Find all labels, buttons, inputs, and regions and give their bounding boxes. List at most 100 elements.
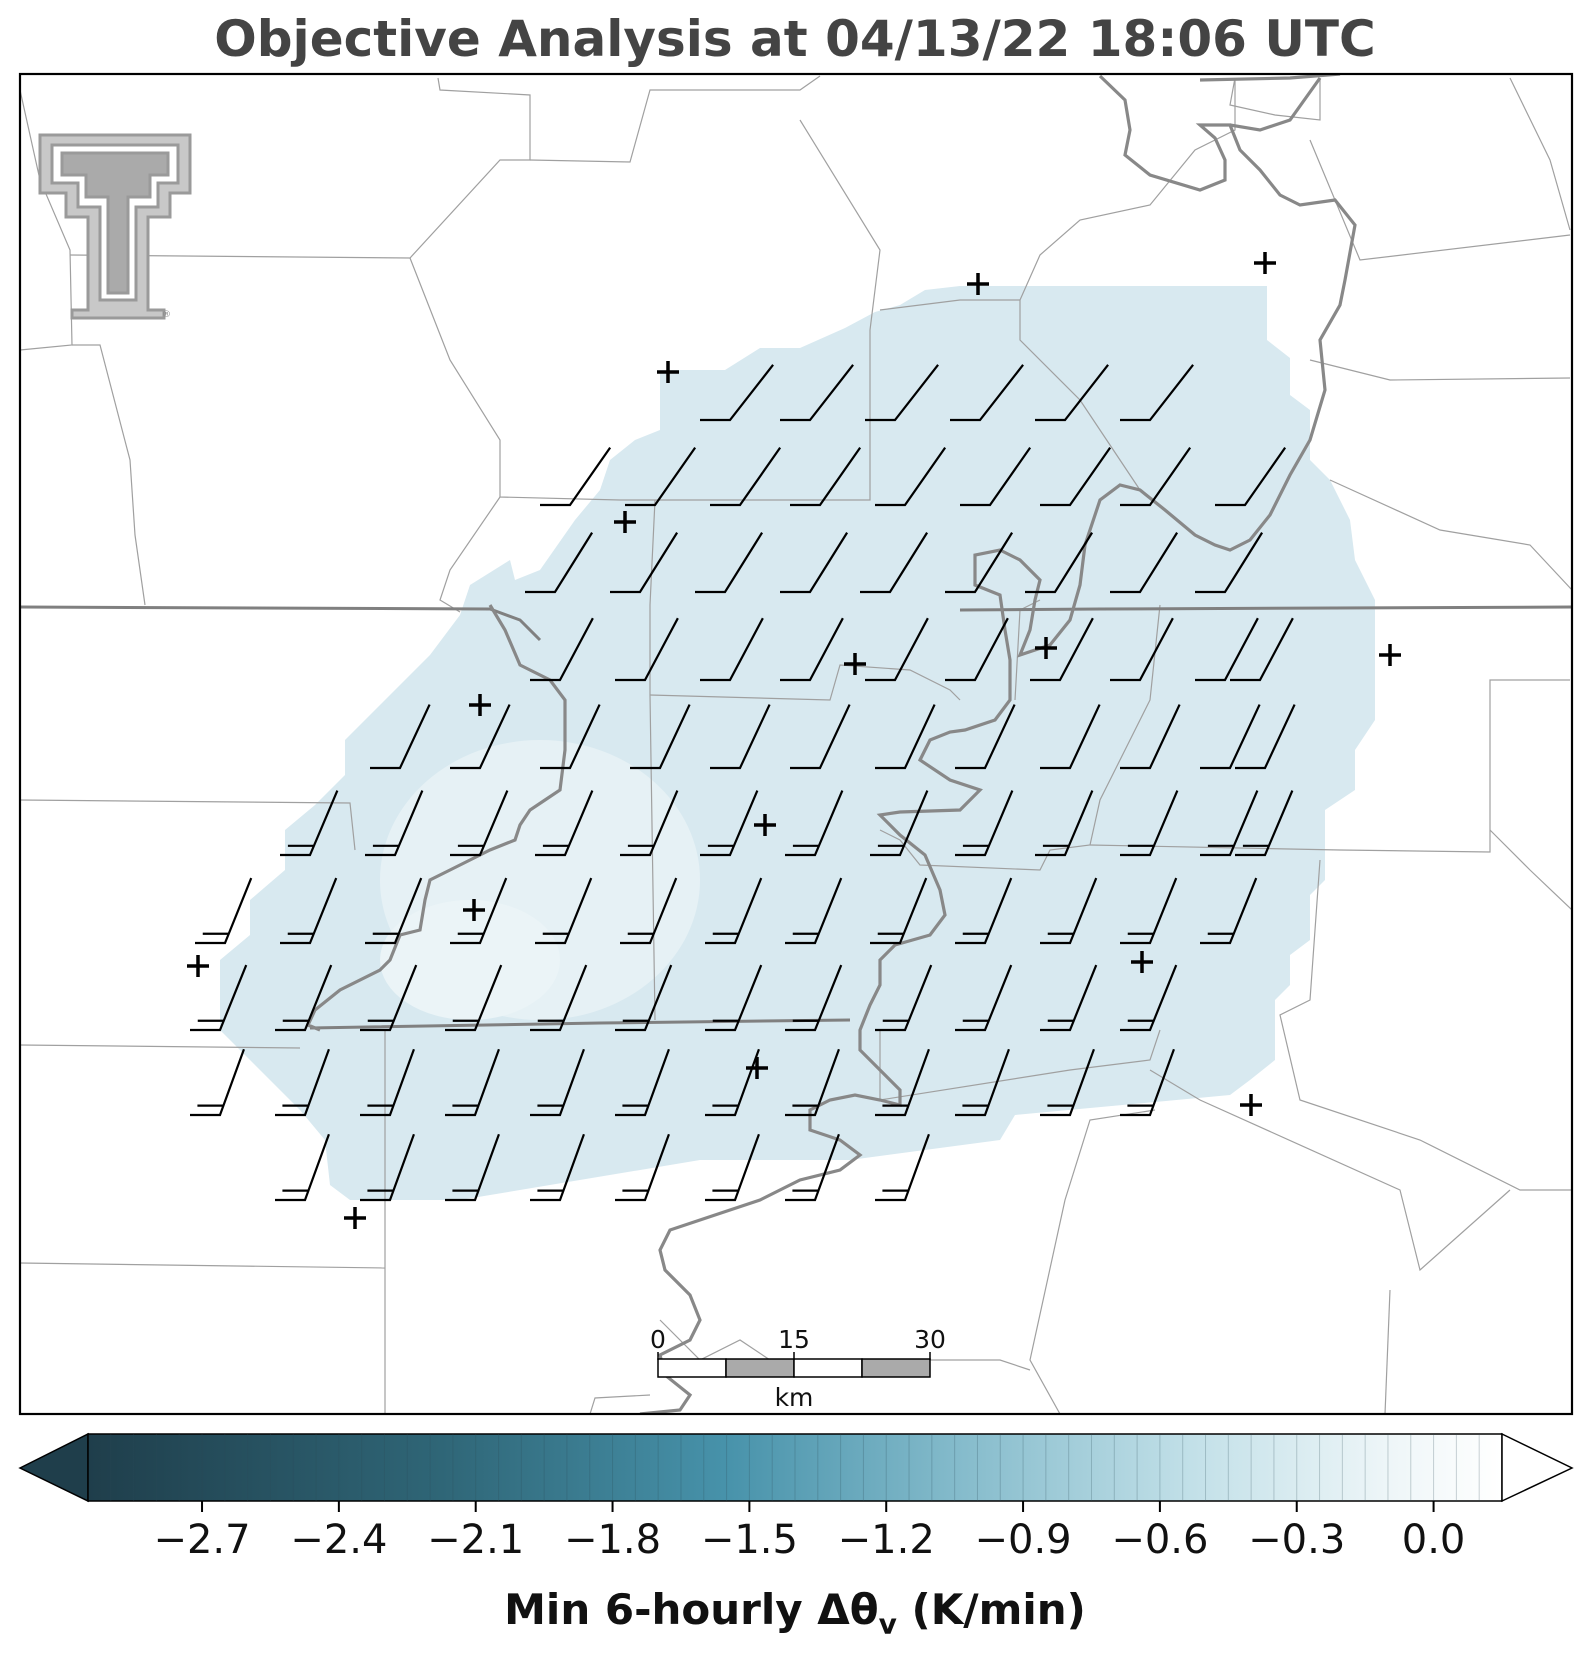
- wind-barb: [1040, 877, 1098, 945]
- wind-barb: [450, 704, 511, 770]
- station-marker: [967, 273, 989, 295]
- wind-barb: [705, 877, 763, 945]
- state-borders: [20, 605, 1572, 1030]
- wind-barb: [275, 1048, 330, 1117]
- wind-barb: [615, 1133, 670, 1202]
- wind-barb: [445, 1133, 500, 1202]
- wind-barb: [870, 877, 928, 945]
- wind-barb: [945, 617, 1009, 682]
- wind-barb: [1040, 447, 1112, 507]
- wind-barb: [780, 364, 854, 422]
- wind-barb: [1040, 964, 1098, 1032]
- scale-bar: 0 15 30 km: [650, 1325, 946, 1412]
- station-marker: [1035, 637, 1057, 659]
- wind-barb: [530, 964, 588, 1032]
- scale-bar-tick-30: 30: [914, 1325, 946, 1354]
- wind-barb: [865, 364, 939, 422]
- wind-barb: [1025, 532, 1094, 594]
- wind-barb: [195, 877, 253, 945]
- station-marker: [1131, 951, 1153, 973]
- wind-barb: [610, 532, 679, 594]
- wind-barb: [705, 964, 763, 1032]
- texas-tech-double-t-logo: ®: [38, 133, 192, 320]
- station-marker: [469, 694, 491, 716]
- wind-barb: [370, 704, 431, 770]
- wind-barb: [1195, 617, 1259, 682]
- colorbar-label-text: Min 6-hourly Δθ: [504, 1585, 879, 1634]
- wind-barb: [955, 790, 1014, 857]
- wind-barb: [700, 617, 764, 682]
- wind-barb: [360, 1133, 415, 1202]
- wind-barb: [620, 877, 678, 945]
- wind-barb: [1035, 364, 1109, 422]
- wind-barb: [615, 1048, 670, 1117]
- wind-barb: [1215, 447, 1287, 507]
- station-marker: [614, 511, 636, 533]
- wind-barb: [960, 447, 1032, 507]
- wind-barb: [700, 364, 774, 422]
- wind-barb: [450, 877, 508, 945]
- wind-barb: [1235, 790, 1294, 857]
- wind-barb: [785, 790, 844, 857]
- wind-barb: [1120, 704, 1181, 770]
- wind-barb: [280, 877, 338, 945]
- scale-bar-tick-15: 15: [778, 1325, 810, 1354]
- wind-barb: [1040, 704, 1101, 770]
- wind-barb: [1200, 790, 1259, 857]
- wind-barb: [790, 704, 851, 770]
- wind-barb: [540, 447, 612, 507]
- county-lines: [20, 75, 1572, 1414]
- wind-barb: [615, 964, 673, 1032]
- wind-barb: [875, 964, 933, 1032]
- wind-barb: [695, 532, 764, 594]
- colorbar-label-units: (K/min): [911, 1585, 1086, 1634]
- wind-barb: [525, 532, 594, 594]
- station-marker: [1379, 644, 1401, 666]
- wind-barb: [710, 447, 782, 507]
- wind-barb: [1230, 617, 1294, 682]
- wind-barb: [190, 1048, 245, 1117]
- colorbar-label: Min 6-hourly Δθv (K/min): [0, 1585, 1590, 1640]
- station-marker: [746, 1057, 768, 1079]
- station-marker: [1240, 1094, 1262, 1116]
- wind-barb: [705, 1133, 760, 1202]
- wind-barb: [1200, 704, 1261, 770]
- wind-barb: [1120, 877, 1178, 945]
- wind-barb: [450, 790, 509, 857]
- wind-barb: [445, 964, 503, 1032]
- wind-barb: [1040, 1048, 1095, 1117]
- wind-barb: [955, 704, 1016, 770]
- wind-barb: [785, 964, 843, 1032]
- wind-barb: [860, 532, 929, 594]
- wind-barb: [1195, 532, 1264, 594]
- wind-barb: [360, 1048, 415, 1117]
- wind-barb: [535, 877, 593, 945]
- scale-bar-unit: km: [775, 1383, 814, 1412]
- wind-barb: [950, 364, 1024, 422]
- wind-barb: [530, 1048, 585, 1117]
- wind-barb: [705, 1048, 760, 1117]
- map-frame: [18, 72, 1574, 1416]
- wind-barb: [875, 1133, 930, 1202]
- station-marker: [844, 653, 866, 675]
- wind-barb: [1235, 704, 1296, 770]
- wind-barb: [710, 704, 771, 770]
- colorbar-label-subscript: v: [878, 1607, 897, 1641]
- wind-barb: [875, 1048, 930, 1117]
- wind-barb: [875, 704, 936, 770]
- station-marker: [187, 955, 209, 977]
- wind-barb: [360, 964, 418, 1032]
- wind-barb: [780, 617, 844, 682]
- wind-barb: [535, 790, 594, 857]
- station-marker: [344, 1207, 366, 1229]
- wind-barb: [785, 877, 843, 945]
- station-marker: [657, 361, 679, 383]
- wind-barb: [790, 447, 862, 507]
- wind-barb: [870, 790, 929, 857]
- station-marker: [463, 899, 485, 921]
- wind-barb: [1035, 790, 1094, 857]
- analysis-light-area: [380, 900, 560, 1020]
- wind-barb: [945, 532, 1014, 594]
- wind-barb: [275, 964, 333, 1032]
